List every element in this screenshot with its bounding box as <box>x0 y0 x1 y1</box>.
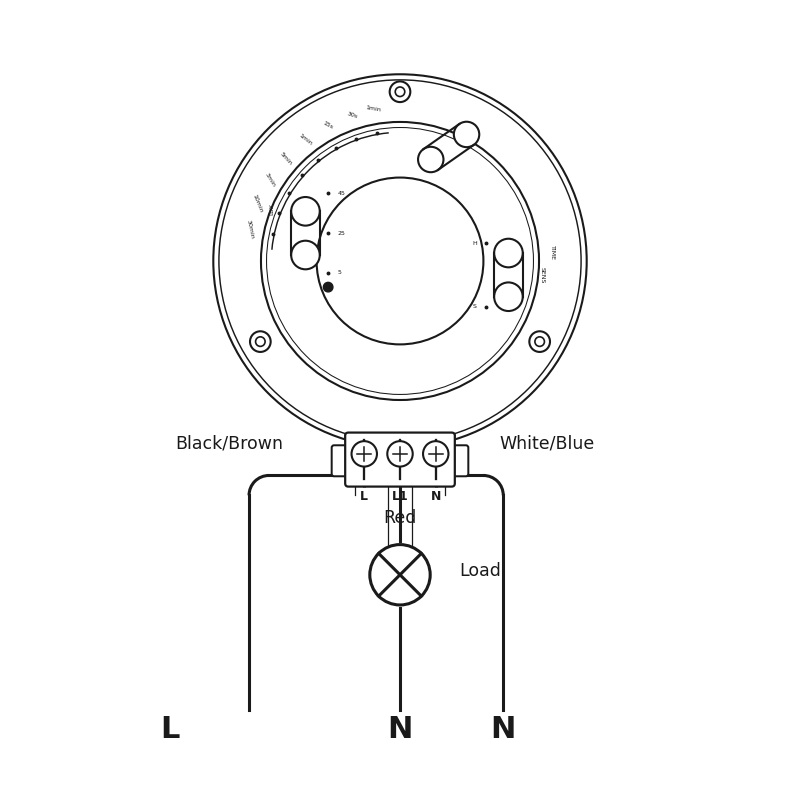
FancyBboxPatch shape <box>345 433 455 486</box>
Text: 10min: 10min <box>252 194 264 214</box>
Circle shape <box>535 337 545 346</box>
Circle shape <box>317 178 483 344</box>
Circle shape <box>494 238 522 267</box>
FancyBboxPatch shape <box>332 446 350 476</box>
Text: 15s: 15s <box>322 121 334 130</box>
Text: TIME: TIME <box>550 245 554 260</box>
Text: L: L <box>360 490 368 502</box>
Text: N: N <box>490 715 516 744</box>
Text: N: N <box>387 715 413 744</box>
Text: L1: L1 <box>392 490 408 502</box>
Text: SENS: SENS <box>539 266 544 283</box>
Text: N: N <box>430 490 441 502</box>
Circle shape <box>250 331 270 352</box>
Circle shape <box>370 545 430 605</box>
Circle shape <box>291 241 320 270</box>
Text: S: S <box>473 304 477 309</box>
Circle shape <box>291 197 320 226</box>
Text: 5: 5 <box>338 270 341 275</box>
Text: 1min: 1min <box>365 105 382 113</box>
Circle shape <box>390 82 410 102</box>
Circle shape <box>255 337 265 346</box>
Text: 3min: 3min <box>264 172 276 188</box>
Circle shape <box>494 282 522 311</box>
Text: 45: 45 <box>338 191 345 196</box>
Text: Load: Load <box>459 562 502 580</box>
Circle shape <box>387 441 413 466</box>
Circle shape <box>323 282 333 292</box>
Text: L: L <box>160 715 179 744</box>
Text: 30min: 30min <box>246 219 254 239</box>
Text: 1min: 1min <box>298 134 314 147</box>
Circle shape <box>454 122 479 147</box>
Circle shape <box>423 441 449 466</box>
Circle shape <box>530 331 550 352</box>
FancyBboxPatch shape <box>450 446 468 476</box>
Circle shape <box>395 87 405 97</box>
Circle shape <box>351 441 377 466</box>
Text: Red: Red <box>383 509 417 526</box>
Circle shape <box>214 74 586 448</box>
Circle shape <box>418 146 443 172</box>
Text: 25: 25 <box>338 230 345 236</box>
Text: LUX: LUX <box>270 203 274 215</box>
Text: 5min: 5min <box>279 151 293 166</box>
Text: White/Blue: White/Blue <box>499 434 594 453</box>
Text: H: H <box>472 241 477 246</box>
Text: Black/Brown: Black/Brown <box>175 434 283 453</box>
Text: 30s: 30s <box>346 111 358 119</box>
